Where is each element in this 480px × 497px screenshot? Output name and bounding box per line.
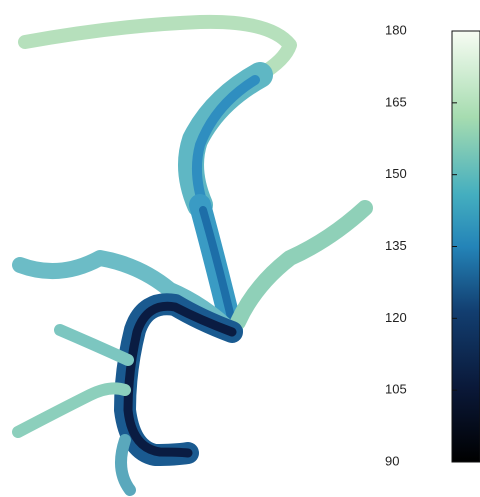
colorbar-tick-label: 180 <box>385 22 407 37</box>
map-figure: 180 165 150 135 120 105 90 <box>0 0 480 497</box>
colorbar-tick-label: 165 <box>385 94 407 109</box>
colorbar-tick-label: 135 <box>385 238 407 253</box>
colorbar-ticks: 180 165 150 135 120 105 90 <box>385 22 457 468</box>
colorbar-tick-label: 150 <box>385 166 407 181</box>
side-arm <box>60 330 128 360</box>
colorbar-tick-label: 105 <box>385 382 407 397</box>
lower-left-arm <box>18 388 125 432</box>
south-arm <box>121 440 130 490</box>
right-arm <box>238 208 365 322</box>
colorbar-tick-label: 90 <box>385 453 399 468</box>
reservoir-map <box>18 22 365 490</box>
colorbar-tick-label: 120 <box>385 310 407 325</box>
